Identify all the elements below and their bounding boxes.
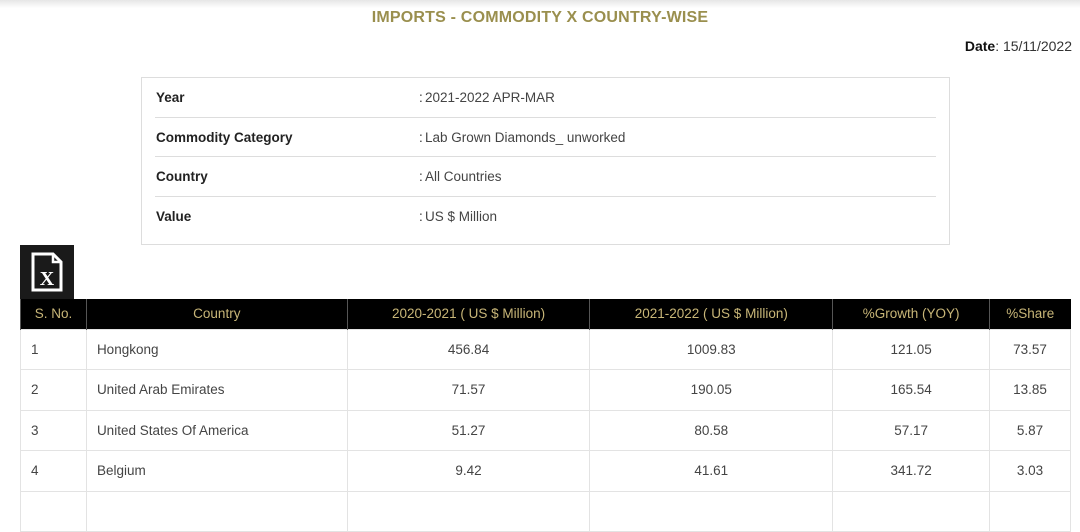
country-cell: United States Of America xyxy=(85,409,348,451)
growth-cell: 341.72 xyxy=(832,450,991,492)
export-excel-button[interactable]: X xyxy=(20,245,74,299)
param-value: 2021-2022 APR-MAR xyxy=(425,90,555,105)
separator: : xyxy=(419,169,423,184)
growth-cell: 57.17 xyxy=(832,409,991,451)
share-cell: 3.03 xyxy=(989,450,1071,492)
column-header[interactable]: Country xyxy=(85,299,348,329)
share-cell: 73.57 xyxy=(989,328,1071,370)
growth-cell: 121.05 xyxy=(832,328,991,370)
report-parameters: Year:2021-2022 APR-MAR Commodity Categor… xyxy=(141,77,950,245)
table-row: 1 Hongkong 456.84 1009.83 121.05 73.57 xyxy=(20,328,1071,370)
value-2020-2021-cell: 51.27 xyxy=(346,409,591,451)
share-cell xyxy=(989,490,1071,532)
value-2020-2021-cell: 9.42 xyxy=(346,450,591,492)
sno-cell: 3 xyxy=(20,409,87,451)
value-2021-2022-cell: 80.58 xyxy=(589,409,834,451)
share-cell: 5.87 xyxy=(989,409,1071,451)
column-header[interactable]: %Growth (YOY) xyxy=(832,299,990,329)
value-2021-2022-cell: 41.61 xyxy=(589,450,834,492)
column-header[interactable]: 2020-2021 ( US $ Million) xyxy=(346,299,590,329)
column-header[interactable]: S. No. xyxy=(20,299,87,329)
param-label: Commodity Category xyxy=(156,129,293,145)
sno-cell: 1 xyxy=(20,328,87,370)
table-row: 4 Belgium 9.42 41.61 341.72 3.03 xyxy=(20,450,1071,492)
share-cell: 13.85 xyxy=(989,369,1071,411)
table-row: 3 United States Of America 51.27 80.58 57.17… xyxy=(20,409,1071,451)
param-label: Year xyxy=(156,90,185,105)
sno-cell: 2 xyxy=(20,369,87,411)
excel-file-icon: X xyxy=(31,252,63,292)
column-header[interactable]: %Share xyxy=(989,299,1071,329)
sno-cell: 4 xyxy=(20,450,87,492)
value-2021-2022-cell: 1009.83 xyxy=(589,328,834,370)
param-value: All Countries xyxy=(425,169,502,184)
growth-cell: 165.54 xyxy=(832,369,991,411)
date-value: 15/11/2022 xyxy=(1002,38,1072,54)
param-label: Country xyxy=(156,169,208,184)
country-cell: United Arab Emirates xyxy=(85,369,348,411)
column-header[interactable]: 2021-2022 ( US $ Million) xyxy=(589,299,833,329)
sno-cell xyxy=(20,490,87,532)
page-title: IMPORTS - COMMODITY X COUNTRY-WISE xyxy=(371,9,709,26)
value-2021-2022-cell: 190.05 xyxy=(589,369,834,411)
value-2021-2022-cell xyxy=(589,490,834,532)
country-cell: Belgium xyxy=(85,450,348,492)
value-2020-2021-cell: 456.84 xyxy=(346,328,591,370)
param-value: Lab Grown Diamonds_ unworked xyxy=(425,129,626,145)
svg-text:X: X xyxy=(40,268,55,290)
top-shadow xyxy=(0,0,1080,8)
value-2020-2021-cell: 71.57 xyxy=(346,369,591,411)
param-value: US $ Million xyxy=(425,208,498,224)
separator: : xyxy=(419,90,423,105)
value-2020-2021-cell xyxy=(346,490,591,532)
table-row: 2 United Arab Emirates 71.57 190.05 165.54 13… xyxy=(20,369,1071,411)
table-row xyxy=(20,490,1071,532)
report-date: Date: 15/11/2022 xyxy=(964,38,1072,54)
separator: : xyxy=(419,208,423,224)
growth-cell xyxy=(832,490,991,532)
param-commodity: Commodity Category: Lab Grown Diamonds_ u… xyxy=(155,118,936,157)
table-header: S. No. Country 2020-2021 ( US $ Million) 20… xyxy=(20,299,1071,329)
separator: : xyxy=(419,129,423,145)
param-country: Country: All Countries xyxy=(155,157,936,197)
imports-table: S. No. Country 2020-2021 ( US $ Million) 20… xyxy=(20,299,1071,532)
param-value-unit: Value: US $ Million xyxy=(155,197,936,237)
param-year: Year:2021-2022 APR-MAR xyxy=(155,78,936,118)
country-cell xyxy=(85,490,348,532)
country-cell: Hongkong xyxy=(85,328,348,370)
param-label: Value xyxy=(156,208,192,224)
date-label: Date xyxy=(964,38,996,54)
